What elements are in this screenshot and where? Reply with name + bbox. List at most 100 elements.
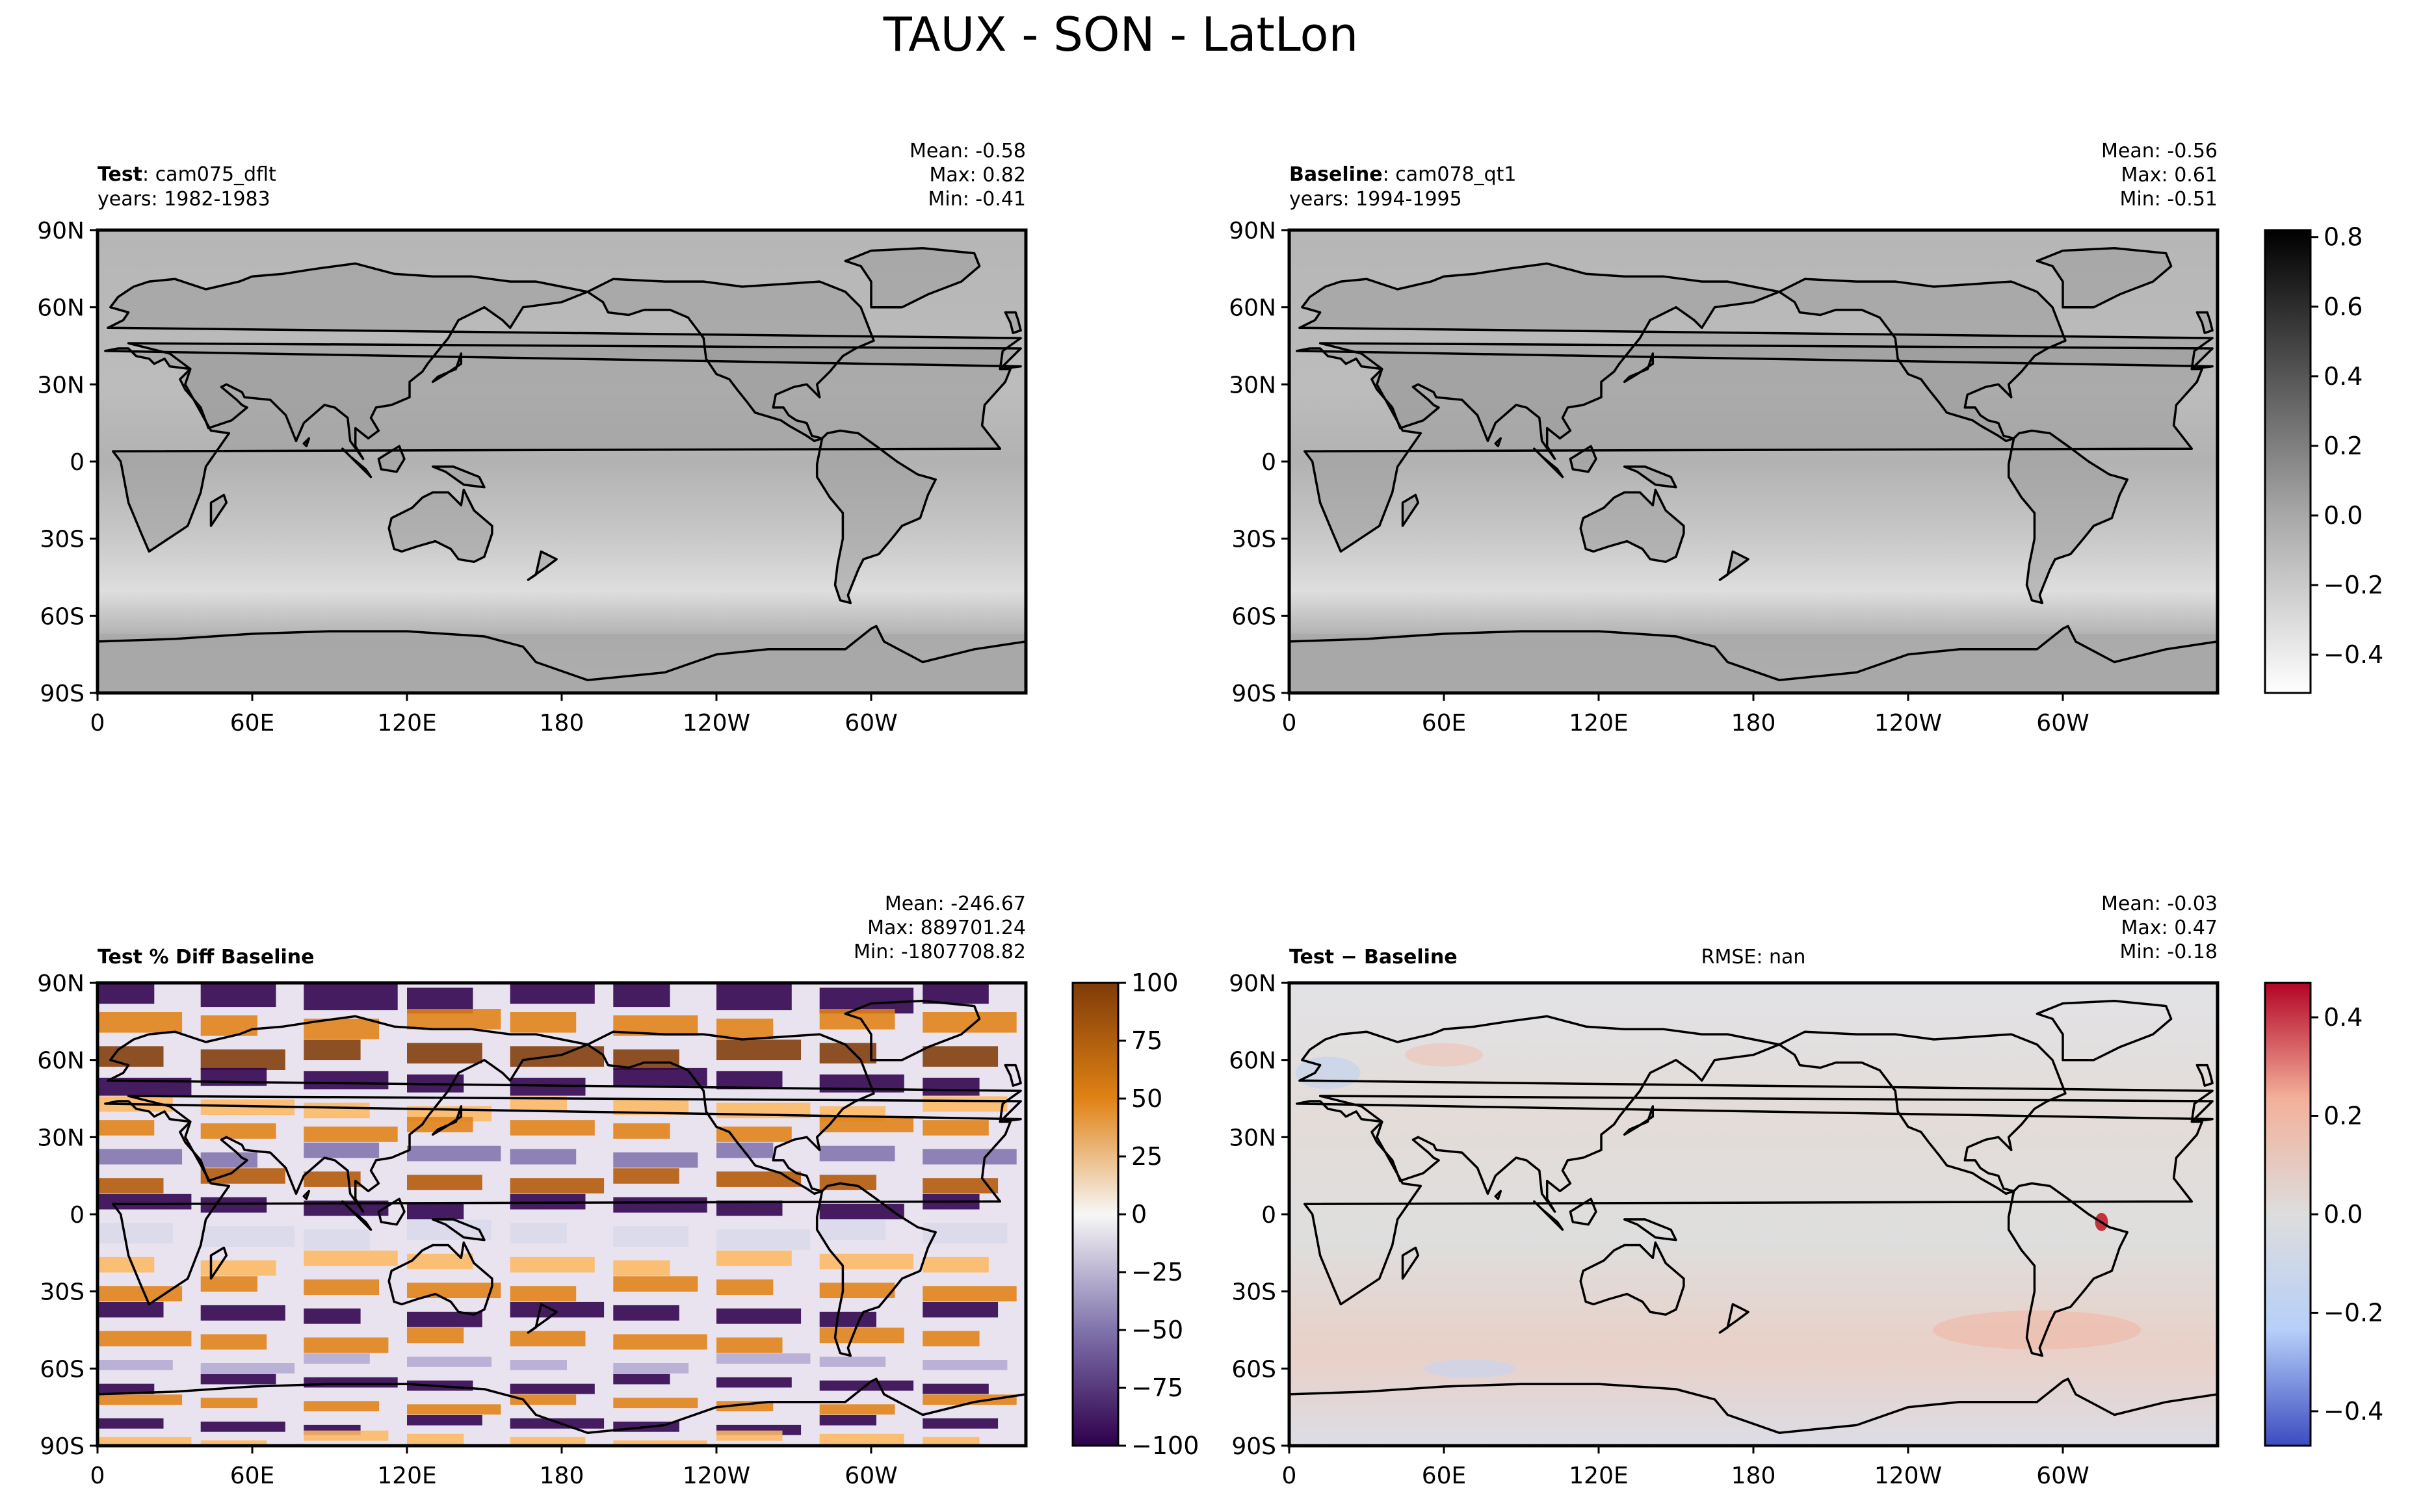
coastline-12 <box>527 550 558 581</box>
lat-tick-label: 30N <box>1229 1125 1276 1151</box>
pct-diff-cell <box>716 984 792 1011</box>
colorbar-tick-label: 0.0 <box>2324 1200 2363 1229</box>
colorbar-ramp <box>2264 982 2312 1447</box>
land-9 <box>1570 446 1596 472</box>
colorbar-tick-label: 0.2 <box>2324 1102 2363 1130</box>
pct-diff-cell <box>923 1301 999 1318</box>
lon-tick-label: 60E <box>230 710 275 736</box>
coastline-8 <box>341 447 373 478</box>
lat-tick-label: 60S <box>40 1356 85 1383</box>
coastline-7 <box>1623 465 1677 489</box>
coastline-10 <box>209 493 228 527</box>
pct-diff-cell <box>613 1374 670 1385</box>
pct-diff-cell <box>304 1039 361 1060</box>
pct-diff-cell <box>613 1168 679 1184</box>
pct-diff-cell <box>716 1353 811 1364</box>
panel-stat: Max: 0.82 <box>930 164 1026 187</box>
coastline-6 <box>1289 1377 2218 1446</box>
land-1 <box>1296 263 2213 459</box>
pct-diff-cell <box>304 1250 398 1266</box>
lat-tick-label: 30N <box>37 372 85 398</box>
lon-tick-label: 0 <box>1282 1463 1297 1489</box>
coastline-5 <box>844 999 981 1062</box>
coastline-10 <box>1401 1246 1420 1280</box>
panel-stat: Mean: -0.03 <box>2101 893 2218 915</box>
colorbar-tick-label: −75 <box>1131 1374 1183 1402</box>
coastline-11 <box>1623 352 1655 384</box>
lat-tick-label: 90N <box>1229 971 1276 997</box>
pct-diff-cell <box>304 1353 370 1364</box>
pct-diff-cell <box>510 1383 595 1394</box>
colorbar-tick-label: 25 <box>1131 1142 1162 1171</box>
pct-diff-cell <box>407 1357 492 1367</box>
panel-case-prefix: Baseline <box>1289 163 1383 186</box>
pct-diff-cell <box>304 1377 398 1388</box>
lat-tick-label: 60S <box>40 603 85 630</box>
lat-tick-label: 0 <box>1261 449 1276 476</box>
panel-case-separator: : <box>1383 163 1396 186</box>
coastline-6 <box>98 1377 1026 1446</box>
pct-diff-cell <box>98 1257 155 1273</box>
lat-tick-label: 0 <box>70 1202 85 1229</box>
pct-diff-cell <box>613 1440 707 1446</box>
land-2 <box>1580 489 1684 562</box>
pct-diff-cell <box>510 1012 577 1033</box>
lat-tick-label: 30S <box>40 527 85 553</box>
coastline-4 <box>815 429 937 605</box>
pct-diff-cell <box>304 1127 398 1142</box>
pct-diff-cell <box>716 1279 774 1295</box>
pct-diff-cell <box>510 1437 586 1446</box>
pct-diff-cell <box>819 1283 895 1298</box>
colorbars: 0.8 0.6 0.4 0.2 0.0 −0.2 −0.4 100 75 50 25 0 −25 −50 −… <box>1071 223 2383 1460</box>
pct-diff-cell <box>407 1404 501 1415</box>
coastline-11 <box>1623 1105 1655 1136</box>
pct-diff-cell <box>200 1276 257 1292</box>
pct-diff-cell <box>200 1152 257 1168</box>
coastline-3 <box>1777 1030 2067 1195</box>
colorbar-tick-label: 0.8 <box>2324 223 2363 252</box>
pct-diff-cell <box>819 1175 876 1190</box>
coastline-14 <box>1494 437 1502 448</box>
lon-tick-label: 0 <box>90 710 105 736</box>
pct-diff-cell <box>200 1049 285 1070</box>
coastline-5 <box>2036 246 2173 309</box>
land-12 <box>1720 551 1749 580</box>
land-7 <box>432 466 484 488</box>
panel-stat: Min: -0.41 <box>928 188 1027 211</box>
coastline-9 <box>377 1197 406 1226</box>
coastline-7 <box>1623 1218 1677 1242</box>
pct-diff-cell <box>407 1145 501 1162</box>
pct-diff-cell <box>716 1019 774 1039</box>
coastline-13 <box>2195 311 2214 334</box>
pct-diff-cell <box>613 1305 679 1321</box>
pct-diff-cell <box>407 1327 464 1344</box>
pct-diff-cell <box>819 1219 886 1240</box>
lon-tick-label: 180 <box>540 1463 584 1489</box>
figure-title: TAUX - SON - LatLon <box>883 7 1358 62</box>
coastline-8 <box>1533 447 1564 478</box>
lon-tick-label: 60W <box>845 1463 897 1489</box>
colorbar-tick-label: 0.4 <box>2324 1003 2363 1032</box>
lat-tick-label: 30N <box>37 1125 85 1151</box>
lat-tick-label: 60S <box>1231 1356 1276 1383</box>
coastline-9 <box>1569 1197 1597 1226</box>
panel-case-name: cam075_dflt <box>155 163 276 186</box>
lat-tick-label: 0 <box>70 449 85 476</box>
pct-diff-cell <box>98 1149 183 1165</box>
pct-diff-cell <box>200 983 276 1008</box>
pct-diff-cell <box>613 1276 698 1292</box>
lat-tick-label: 60N <box>1229 295 1276 322</box>
coastline-4 <box>2007 429 2128 605</box>
pct-diff-cell <box>923 983 989 1004</box>
pct-diff-cell <box>819 1357 886 1367</box>
pct-diff-cell <box>200 1374 276 1385</box>
coastline-13 <box>2195 1063 2214 1087</box>
coastlines <box>98 246 1026 693</box>
coastline-7 <box>431 1218 486 1242</box>
pct-diff-cell <box>923 1120 989 1136</box>
coastline-1 <box>104 1015 1022 1213</box>
lat-tick-label: 90S <box>40 1433 85 1460</box>
coastline-1 <box>1296 1015 2214 1213</box>
